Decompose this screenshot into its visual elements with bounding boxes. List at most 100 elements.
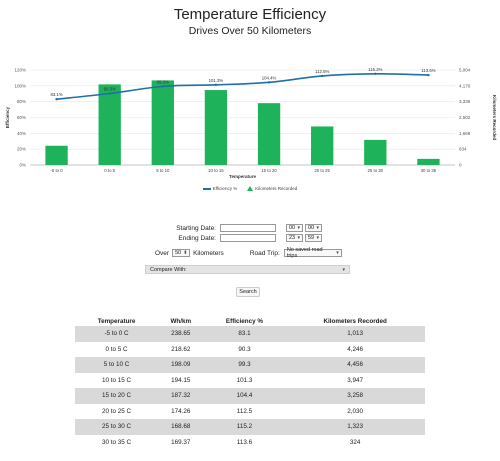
kilometers-label: Kilometers [193,249,224,257]
efficiency-data-label: 112.5% [315,69,329,74]
table-cell: 168.68 [171,423,191,431]
legend-kilometers-label: Kilometers Recorded [255,186,298,191]
over-label: Over [155,249,170,257]
table-row: -5 to 0 C 238.65 83.1 1,013 [75,326,425,342]
table-cell: 187.32 [171,392,191,400]
starting-date-label: Starting Date: [176,224,216,232]
left-tick-label: 100% [14,83,26,88]
left-tick-label: 120% [14,68,26,73]
table-cell: 2,030 [347,407,364,415]
starting-date-input[interactable] [220,224,276,232]
efficiency-data-label: 101.3% [209,78,224,83]
x-tick-label: 25 to 30 [368,168,384,173]
y-axis-title-left: Efficiency [5,106,10,128]
table-cell: 0 to 5 C [105,345,128,353]
left-tick-label: 40% [17,131,26,136]
bar-kilometers [98,84,121,165]
efficiency-data-label: 115.2% [368,67,382,72]
start-hour-select[interactable]: 00 ▾ [286,224,303,232]
start-hour-value: 00 [289,225,296,231]
line-swatch-icon [202,187,211,190]
x-tick-label: -5 to 0 [50,168,63,173]
right-tick-label: 5,004 [459,68,471,73]
bar-kilometers [45,145,68,165]
efficiency-point [161,85,165,88]
left-tick-label: 20% [17,147,26,152]
header-temperature: Temperature [97,317,136,325]
chevron-down-icon: ▾ [342,266,345,273]
table-cell: 4,246 [347,345,364,353]
chevron-down-icon: ▾ [316,225,319,231]
efficiency-point [108,92,111,95]
table-cell: -5 to 0 C [104,330,129,338]
x-tick-label: 10 to 15 [208,168,224,173]
table-cell: 115.2 [236,423,253,431]
page-subtitle: Drives Over 50 Kilometers [188,25,312,37]
table-row: 15 to 20 C 187.32 104.4 3,258 [75,388,425,404]
efficiency-point [55,98,58,101]
end-hour-select[interactable]: 23 ▾ [286,234,303,242]
road-trip-value: No saved road trips [286,247,323,259]
efficiency-point [427,73,430,77]
right-tick-label: 4,170 [459,83,471,88]
left-tick-label: 80% [17,99,26,104]
efficiency-point [320,74,324,78]
end-minute-value: 59 [308,235,315,241]
table-cell: 324 [349,438,361,446]
table-cell: 83.1 [238,330,251,338]
table-cell: 238.65 [171,330,191,338]
table-cell: 1,013 [347,330,364,338]
bar-kilometers [417,158,440,165]
right-tick-label: 0 [459,163,462,168]
chevron-down-icon: ▾ [297,235,300,241]
bar-kilometers [364,139,387,165]
chevron-down-icon: ▾ [316,235,319,241]
bar-swatch-icon [247,186,254,192]
table-cell: 3,947 [347,376,364,384]
efficiency-data-label: 90.3% [104,87,116,92]
table-cell: 104.4 [236,392,253,400]
bar-kilometers [257,103,281,165]
table-row: 20 to 25 C 174.26 112.5 2,030 [75,404,425,420]
table-cell: 198.09 [171,361,191,369]
table-cell: 174.26 [171,407,191,415]
bar-kilometers [311,126,334,165]
efficiency-point [374,72,377,75]
stepper-icon: ⬍ [183,250,188,256]
search-button[interactable]: Search [236,287,260,297]
start-minute-select[interactable]: 00 ▾ [305,224,322,232]
kilometers-value: 50 [175,250,182,256]
efficiency-line [56,72,429,101]
left-tick-label: 0% [19,163,26,168]
kilometers-stepper[interactable]: 50 ⬍ [172,249,191,257]
page-title: Temperature Efficiency [173,6,327,23]
table-cell: 101.3 [236,376,253,384]
chart-legend: Efficiency % Kilometers Recorded [0,186,500,192]
compare-with-select[interactable]: Compare With: ▾ [145,265,350,274]
table-cell: 30 to 35 C [102,438,132,446]
efficiency-table: Temperature Wh/km Efficiency % Kilometer… [75,316,425,450]
table-row: 5 to 10 C 198.09 99.3 4,456 [75,357,425,373]
table-header-row: Temperature Wh/km Efficiency % Kilometer… [75,316,425,326]
legend-efficiency[interactable]: Efficiency % [202,186,237,191]
y-axis-title-right: Kilometers Recorded [492,95,497,141]
table-cell: 25 to 30 C [102,423,132,431]
header-kilometers: Kilometers Recorded [323,317,387,325]
starting-date-row: Starting Date: 00 ▾ 00 ▾ [170,224,322,232]
table-row: 10 to 15 C 194.15 101.3 3,947 [75,373,425,389]
road-trip-select[interactable]: No saved road trips ▾ [283,247,342,259]
table-cell: 20 to 25 C [102,407,132,415]
header-efficiency: Efficiency % [225,317,263,325]
legend-kilometers[interactable]: Kilometers Recorded [247,186,298,192]
ending-date-label: Ending Date: [178,234,216,242]
efficiency-data-label: 104.4% [262,75,277,80]
ending-date-row: Ending Date: 23 ▾ 59 ▾ [170,234,322,242]
table-row: 0 to 5 C 218.62 90.3 4,246 [75,342,425,358]
ending-date-input[interactable] [220,234,276,242]
compare-with-value: Compare With: [150,266,187,273]
efficiency-chart: 0% 20% 40% 60% 80% 100% 120% 0 834 1,668 2,502 3,33… [5,67,497,179]
table-cell: 169.37 [171,438,191,446]
end-minute-select[interactable]: 59 ▾ [305,234,322,242]
road-trip-label: Road Trip: [249,249,280,257]
right-tick-label: 1,668 [459,131,471,136]
